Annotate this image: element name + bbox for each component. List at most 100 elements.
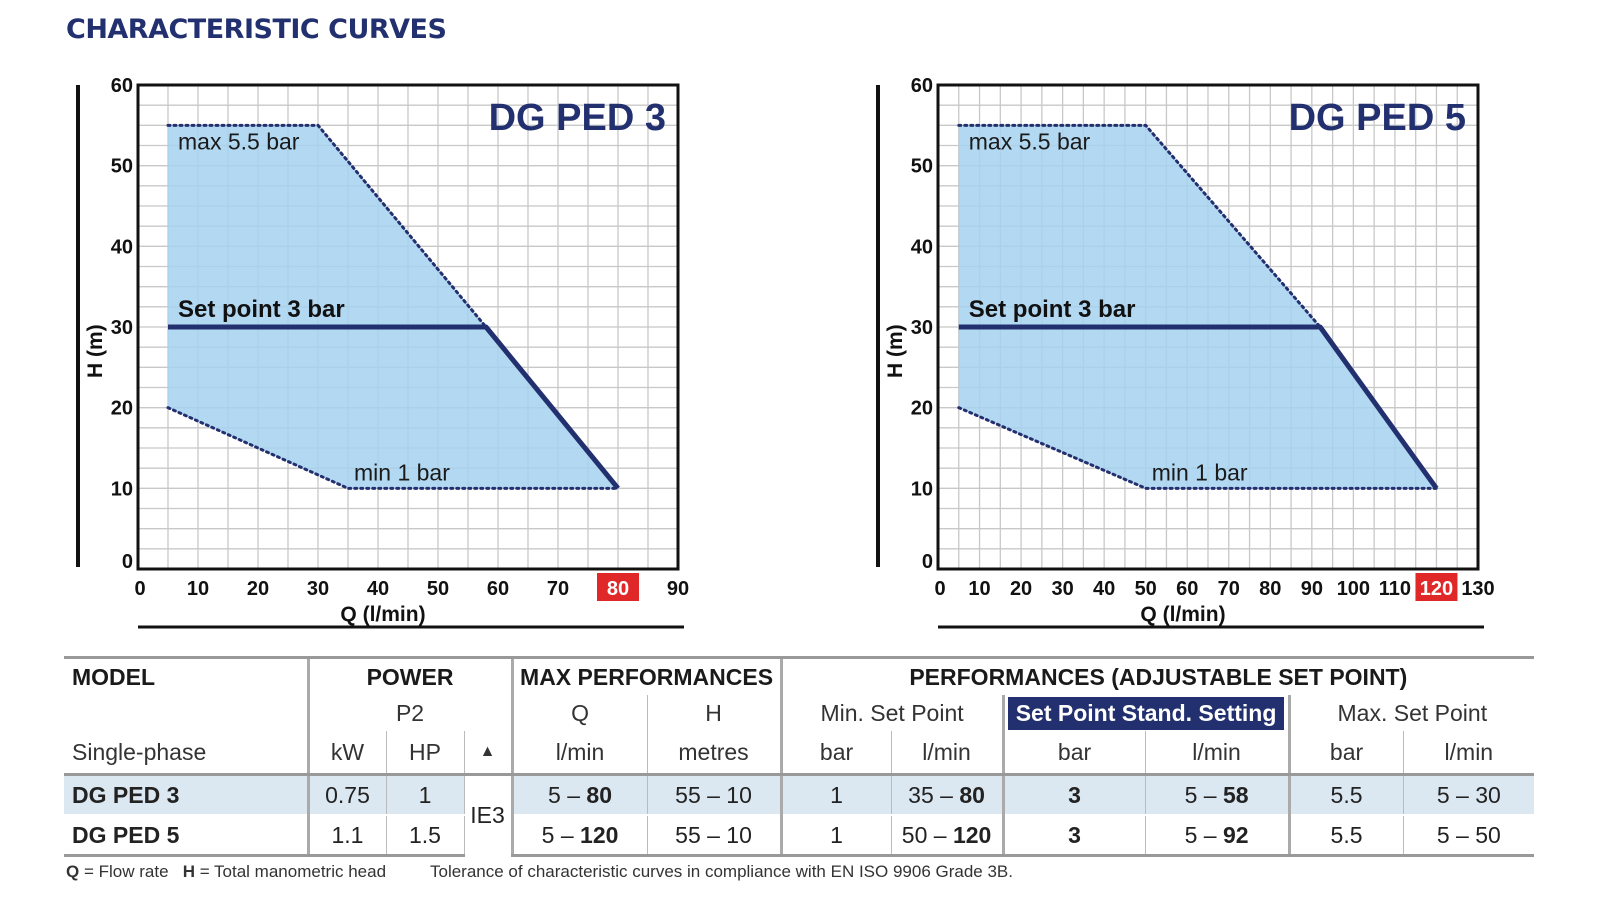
y-tick-label: 20: [111, 398, 133, 420]
series-label: Set point 3 bar: [178, 296, 345, 323]
series-label: min 1 bar: [1152, 459, 1248, 485]
y-tick-label: 0: [922, 551, 933, 573]
x-axis-label: Q (l/min): [1140, 603, 1225, 626]
unit-std-bar: bar: [1001, 731, 1146, 776]
x-tick-label: 100: [1337, 578, 1370, 600]
operating-area: [168, 125, 618, 489]
series-line: [957, 406, 1438, 490]
x-tick-label: 90: [667, 578, 689, 600]
std-lmin: 5 – 92: [1144, 815, 1290, 857]
hdr-power: POWER: [306, 656, 513, 695]
std-bar: 3: [1001, 774, 1146, 816]
hdr-std-set-point: Set Point Stand. Setting: [1001, 695, 1290, 731]
model-name: DG PED 5: [64, 815, 308, 857]
hdr-empty: [64, 695, 308, 731]
footnote-legend: Q = Flow rate H = Total manometric head: [66, 862, 387, 881]
x-tick-label: 50: [1135, 578, 1157, 600]
hdr-p2: P2: [306, 695, 513, 731]
unit-single-phase: Single-phase: [64, 731, 308, 776]
series-line: [166, 406, 620, 490]
x-tick-label: 0: [934, 578, 945, 600]
triangle-icon: ▲: [463, 731, 513, 776]
h-range: 55 – 10: [646, 815, 782, 857]
x-tick-label: 130: [1461, 578, 1494, 600]
y-axis-label: H (m): [884, 324, 907, 378]
plot-frame: [136, 83, 680, 571]
y-tick-label: 20: [911, 398, 933, 420]
x-tick-label: 70: [1218, 578, 1240, 600]
std-bar: 3: [1001, 815, 1146, 857]
kw-value: 0.75: [306, 774, 386, 816]
x-tick-label: 120: [1420, 578, 1453, 600]
y-axis-label: H (m): [84, 324, 107, 378]
x-tick-label: 40: [367, 578, 389, 600]
highlight-tick-box: [597, 573, 639, 601]
y-tick-label: 10: [911, 478, 933, 500]
x-tick-label: 60: [1176, 578, 1198, 600]
y-tick-label: 40: [911, 236, 933, 258]
x-axis-label: Q (l/min): [340, 603, 425, 626]
unit-min-bar: bar: [779, 731, 892, 776]
x-tick-label: 70: [547, 578, 569, 600]
y-tick-label: 60: [911, 75, 933, 97]
x-tick-label: 80: [607, 578, 629, 600]
unit-q-lmin: l/min: [510, 731, 648, 776]
hdr-std-set-point-label: Set Point Stand. Setting: [1007, 696, 1285, 730]
x-tick-label: 20: [247, 578, 269, 600]
x-tick-label: 90: [1301, 578, 1323, 600]
x-tick-label: 20: [1010, 578, 1032, 600]
series-label: max 5.5 bar: [969, 128, 1091, 154]
x-tick-label: 50: [427, 578, 449, 600]
x-tick-label: 110: [1379, 578, 1411, 600]
series-line: [166, 123, 488, 329]
chart-dg-ped-3: max 5.5 bar Set point 3 bar min 1 bar DG PE…: [76, 75, 689, 629]
x-tick-label: 30: [1051, 578, 1073, 600]
series-line: [958, 324, 1439, 490]
y-tick-label: 10: [111, 478, 133, 500]
y-tick-label: 50: [911, 156, 933, 178]
max-lmin: 5 – 50: [1402, 815, 1535, 857]
unit-max-lmin: l/min: [1402, 731, 1535, 776]
kw-value: 1.1: [306, 815, 386, 857]
y-tick-label: 50: [111, 156, 133, 178]
operating-area: [958, 125, 1437, 489]
hdr-model: MODEL: [64, 656, 308, 695]
min-lmin: 35 – 80: [890, 774, 1004, 816]
unit-max-bar: bar: [1287, 731, 1404, 776]
series-label: max 5.5 bar: [178, 128, 300, 154]
x-tick-label: 80: [1259, 578, 1281, 600]
plot-frame: [936, 83, 1480, 571]
spec-table: MODEL POWER MAX PERFORMANCES PERFORMANCE…: [64, 656, 1535, 857]
unit-min-lmin: l/min: [890, 731, 1004, 776]
unit-metres: metres: [646, 731, 782, 776]
chart-title: DG PED 3: [489, 97, 666, 139]
model-name: DG PED 3: [64, 774, 308, 816]
hdr-max-performances: MAX PERFORMANCES: [510, 656, 782, 695]
x-tick-label: 10: [187, 578, 209, 600]
x-tick-label: 0: [134, 578, 145, 600]
min-lmin: 50 – 120: [890, 815, 1004, 857]
hdr-min-set-point: Min. Set Point: [779, 695, 1004, 731]
ie3-badge: IE3: [463, 774, 513, 857]
chart-title: DG PED 5: [1289, 97, 1466, 139]
y-tick-label: 30: [911, 317, 933, 339]
unit-hp: HP: [385, 731, 464, 776]
hp-value: 1: [385, 774, 464, 816]
q-range: 5 – 80: [510, 774, 648, 816]
highlight-tick-box: [1415, 573, 1458, 601]
hdr-performances: PERFORMANCES (ADJUSTABLE SET POINT): [779, 656, 1535, 695]
min-bar: 1: [779, 815, 892, 857]
unit-std-lmin: l/min: [1144, 731, 1290, 776]
x-tick-label: 30: [307, 578, 329, 600]
table-row: DG PED 3 0.75 1 IE3 5 – 80 55 – 10 1 35 …: [64, 774, 1535, 857]
chart-dg-ped-5: max 5.5 bar Set point 3 bar min 1 bar DG PE…: [876, 75, 1495, 629]
max-bar: 5.5: [1287, 774, 1404, 816]
hdr-q: Q: [510, 695, 648, 731]
hdr-max-set-point: Max. Set Point: [1287, 695, 1535, 731]
max-lmin: 5 – 30: [1402, 774, 1535, 816]
max-bar: 5.5: [1287, 815, 1404, 857]
y-tick-label: 60: [111, 75, 133, 97]
y-tick-label: 40: [111, 236, 133, 258]
hdr-h: H: [646, 695, 782, 731]
h-range: 55 – 10: [646, 774, 782, 816]
